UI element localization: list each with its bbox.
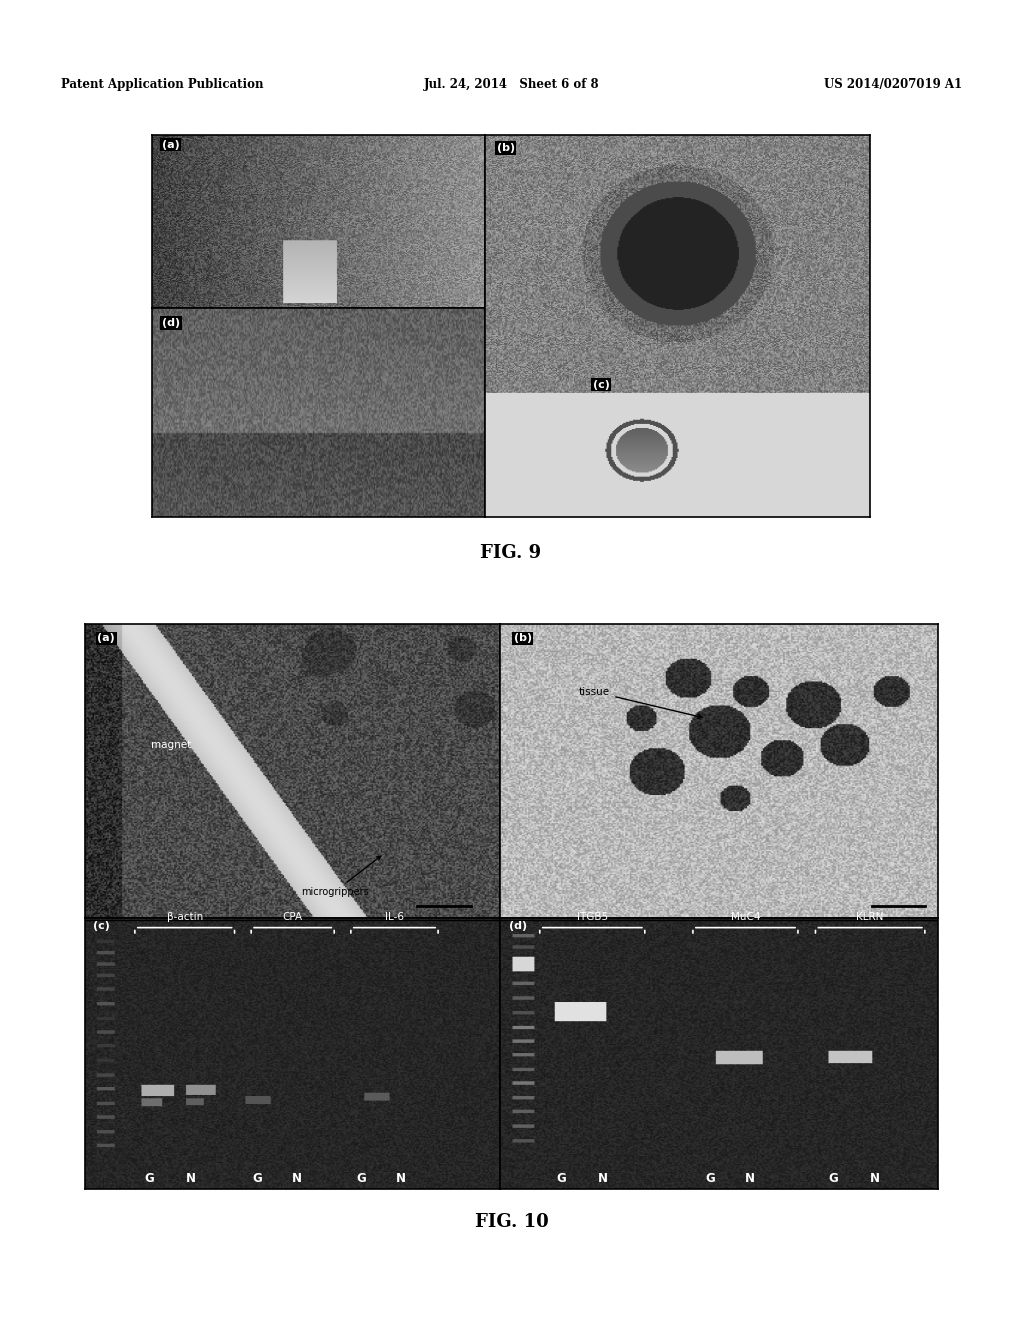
Text: Patent Application Publication: Patent Application Publication [61, 78, 264, 91]
Text: G: G [557, 1172, 566, 1185]
Text: N: N [186, 1172, 196, 1185]
Text: (c): (c) [593, 380, 609, 389]
Text: FIG. 10: FIG. 10 [474, 1213, 549, 1232]
Text: IL-6: IL-6 [385, 912, 404, 923]
Text: (a): (a) [162, 140, 179, 150]
Text: G: G [144, 1172, 155, 1185]
Text: CPA: CPA [283, 912, 303, 923]
Text: (d): (d) [509, 921, 527, 931]
Text: (b): (b) [497, 143, 515, 153]
Text: tissue: tissue [580, 686, 701, 718]
Text: N: N [869, 1172, 880, 1185]
Text: (a): (a) [97, 634, 116, 643]
Text: Jul. 24, 2014   Sheet 6 of 8: Jul. 24, 2014 Sheet 6 of 8 [424, 78, 600, 91]
Text: N: N [292, 1172, 302, 1185]
Text: G: G [828, 1172, 838, 1185]
Text: US 2014/0207019 A1: US 2014/0207019 A1 [824, 78, 963, 91]
Text: N: N [598, 1172, 608, 1185]
Text: N: N [744, 1172, 755, 1185]
Text: G: G [253, 1172, 262, 1185]
Text: β-actin: β-actin [167, 912, 203, 923]
Text: KLRN: KLRN [856, 912, 884, 923]
Text: FIG. 9: FIG. 9 [480, 544, 542, 562]
Text: MuC4: MuC4 [731, 912, 760, 923]
Text: (b): (b) [513, 634, 531, 643]
Text: (d): (d) [162, 318, 180, 329]
Text: (c): (c) [93, 921, 111, 931]
Text: G: G [706, 1172, 716, 1185]
Text: G: G [356, 1172, 367, 1185]
Text: microgrippers: microgrippers [301, 857, 381, 896]
Text: magnet: magnet [152, 739, 191, 750]
Text: ITGB5: ITGB5 [577, 912, 608, 923]
Text: N: N [395, 1172, 406, 1185]
